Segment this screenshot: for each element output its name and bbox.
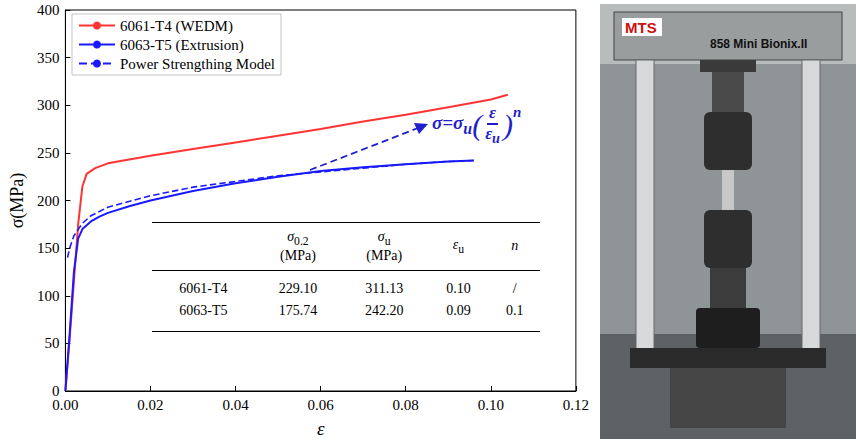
html-text:311.13: 311.13 [365,280,404,296]
svg-text:300: 300 [37,97,60,113]
html-text:n: n [511,238,519,254]
html-text:σu: σu [377,229,391,248]
svg-text:0.02: 0.02 [137,397,163,413]
html-text:0.09: 0.09 [446,302,471,318]
svg-text:σ(MPa): σ(MPa) [7,173,28,229]
html-text:6061-T4: 6061-T4 [179,280,228,296]
html-text:6063-T5: 6063-T5 [179,302,228,318]
svg-text:350: 350 [37,50,60,66]
svg-text:400: 400 [37,2,60,18]
svg-text:0: 0 [51,383,60,399]
svg-text:0.06: 0.06 [308,397,335,413]
svg-text:0.12: 0.12 [563,397,589,413]
svg-text:Power Strengthing Model: Power Strengthing Model [120,56,275,72]
svg-text:250: 250 [37,145,60,161]
svg-text:0.00: 0.00 [52,397,78,413]
svg-text:858 Mini Bionix.II: 858 Mini Bionix.II [710,37,807,51]
html-text:(MPa): (MPa) [280,247,316,263]
svg-text:MTS: MTS [625,19,657,36]
html-text:(MPa): (MPa) [366,247,402,263]
html-text:n: n [513,104,522,120]
html-text:175.74: 175.74 [278,302,318,318]
svg-text:100: 100 [37,288,60,304]
svg-text:0.08: 0.08 [393,397,419,413]
svg-text:0.04: 0.04 [222,397,249,413]
svg-text:200: 200 [37,193,60,209]
svg-text:0.10: 0.10 [478,397,504,413]
html-text:εu: εu [452,237,465,256]
svg-text:50: 50 [44,335,59,351]
svg-text:150: 150 [37,240,60,256]
html-text:0.10: 0.10 [446,280,471,296]
html-text:0.1: 0.1 [506,302,524,318]
html-text:σ=σu( ε: σ=σu( ε [432,103,496,142]
svg-text:6063-T5 (Extrusion): 6063-T5 (Extrusion) [120,37,244,54]
svg-text:ε: ε [317,418,325,439]
svg-text:6061-T4 (WEDM): 6061-T4 (WEDM) [120,18,233,35]
html-text:229.10: 229.10 [278,280,318,296]
html-text:242.20: 242.20 [364,302,404,318]
html-text:εu): εu) [485,108,513,147]
html-text:σ0.2: σ0.2 [287,229,309,248]
